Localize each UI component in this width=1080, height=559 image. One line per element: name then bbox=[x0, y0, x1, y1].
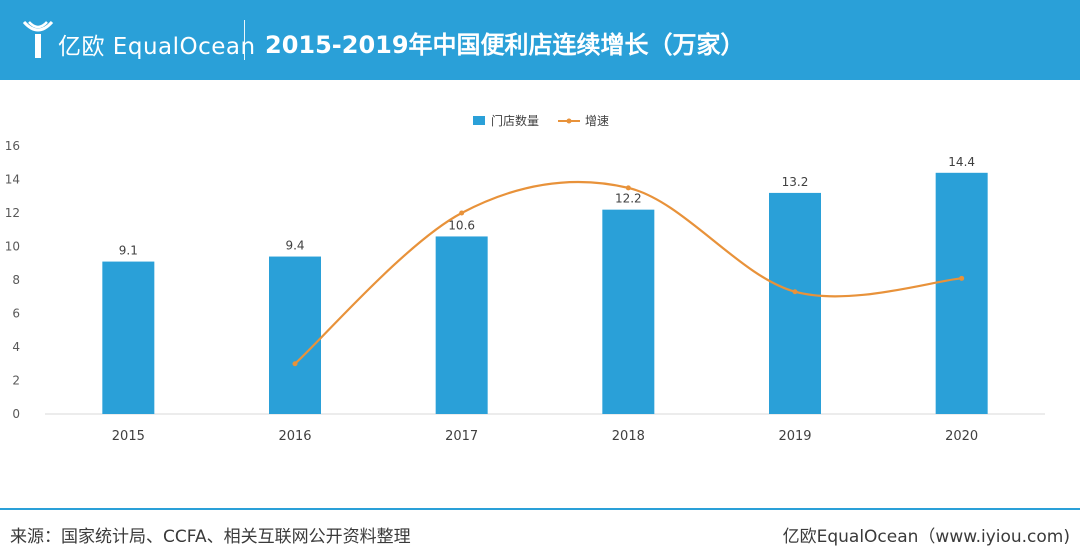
x-tick-label: 2019 bbox=[778, 429, 811, 444]
data-label: 14.4 bbox=[948, 155, 975, 169]
brand-logo-text: 亿欧 EqualOcean bbox=[58, 34, 256, 60]
footer-divider bbox=[0, 508, 1080, 510]
bar bbox=[935, 172, 988, 414]
equalocean-logo-icon bbox=[22, 20, 54, 58]
growth-point bbox=[292, 361, 298, 367]
bar bbox=[435, 236, 488, 414]
data-label: 10.6 bbox=[448, 218, 475, 232]
bar bbox=[269, 256, 321, 414]
y-tick-label: 2 bbox=[12, 374, 20, 388]
y-tick-label: 8 bbox=[12, 273, 20, 287]
y-tick-label: 14 bbox=[5, 173, 20, 187]
data-label: 12.2 bbox=[615, 192, 642, 206]
legend-label-bar: 门店数量 bbox=[491, 113, 539, 128]
legend-swatch-bar bbox=[473, 116, 485, 125]
chart-container: 0 2 4 6 8 10 12 14 16 9.1 2015 9.4 2016 10.6 2017 12.2 2… bbox=[0, 96, 1080, 496]
x-tick-label: 2015 bbox=[112, 429, 145, 444]
y-tick-label: 10 bbox=[5, 240, 20, 254]
source-note: 来源：国家统计局、CCFA、相关互联网公开资料整理 bbox=[10, 527, 411, 547]
bar bbox=[769, 192, 821, 414]
growth-point bbox=[459, 210, 465, 216]
bar bbox=[602, 209, 655, 414]
chart-svg: 0 2 4 6 8 10 12 14 16 9.1 2015 9.4 2016 10.6 2017 12.2 2… bbox=[5, 113, 1045, 444]
data-label: 9.4 bbox=[285, 239, 304, 253]
header-bar: 亿欧 EqualOcean 2015-2019年中国便利店连续增长（万家） bbox=[0, 0, 1080, 80]
page-title: 2015-2019年中国便利店连续增长（万家） bbox=[265, 31, 745, 59]
x-tick-label: 2018 bbox=[612, 429, 645, 444]
x-tick-label: 2020 bbox=[945, 429, 978, 444]
y-tick-label: 16 bbox=[5, 139, 20, 153]
y-tick-label: 4 bbox=[12, 340, 20, 354]
data-label: 9.1 bbox=[119, 244, 138, 258]
data-label: 13.2 bbox=[782, 175, 809, 189]
growth-point bbox=[625, 185, 631, 191]
brand-credit: 亿欧EqualOcean（www.iyiou.com) bbox=[782, 527, 1070, 547]
header-divider bbox=[244, 20, 245, 60]
legend-marker-line bbox=[566, 118, 572, 124]
bar bbox=[102, 261, 155, 414]
growth-point bbox=[792, 289, 798, 295]
legend-label-line: 增速 bbox=[585, 114, 609, 128]
growth-point bbox=[959, 275, 965, 281]
x-tick-label: 2016 bbox=[278, 429, 311, 444]
y-tick-label: 6 bbox=[12, 307, 20, 321]
y-tick-label: 0 bbox=[12, 407, 20, 421]
x-tick-label: 2017 bbox=[445, 429, 478, 444]
y-tick-label: 12 bbox=[5, 206, 20, 220]
